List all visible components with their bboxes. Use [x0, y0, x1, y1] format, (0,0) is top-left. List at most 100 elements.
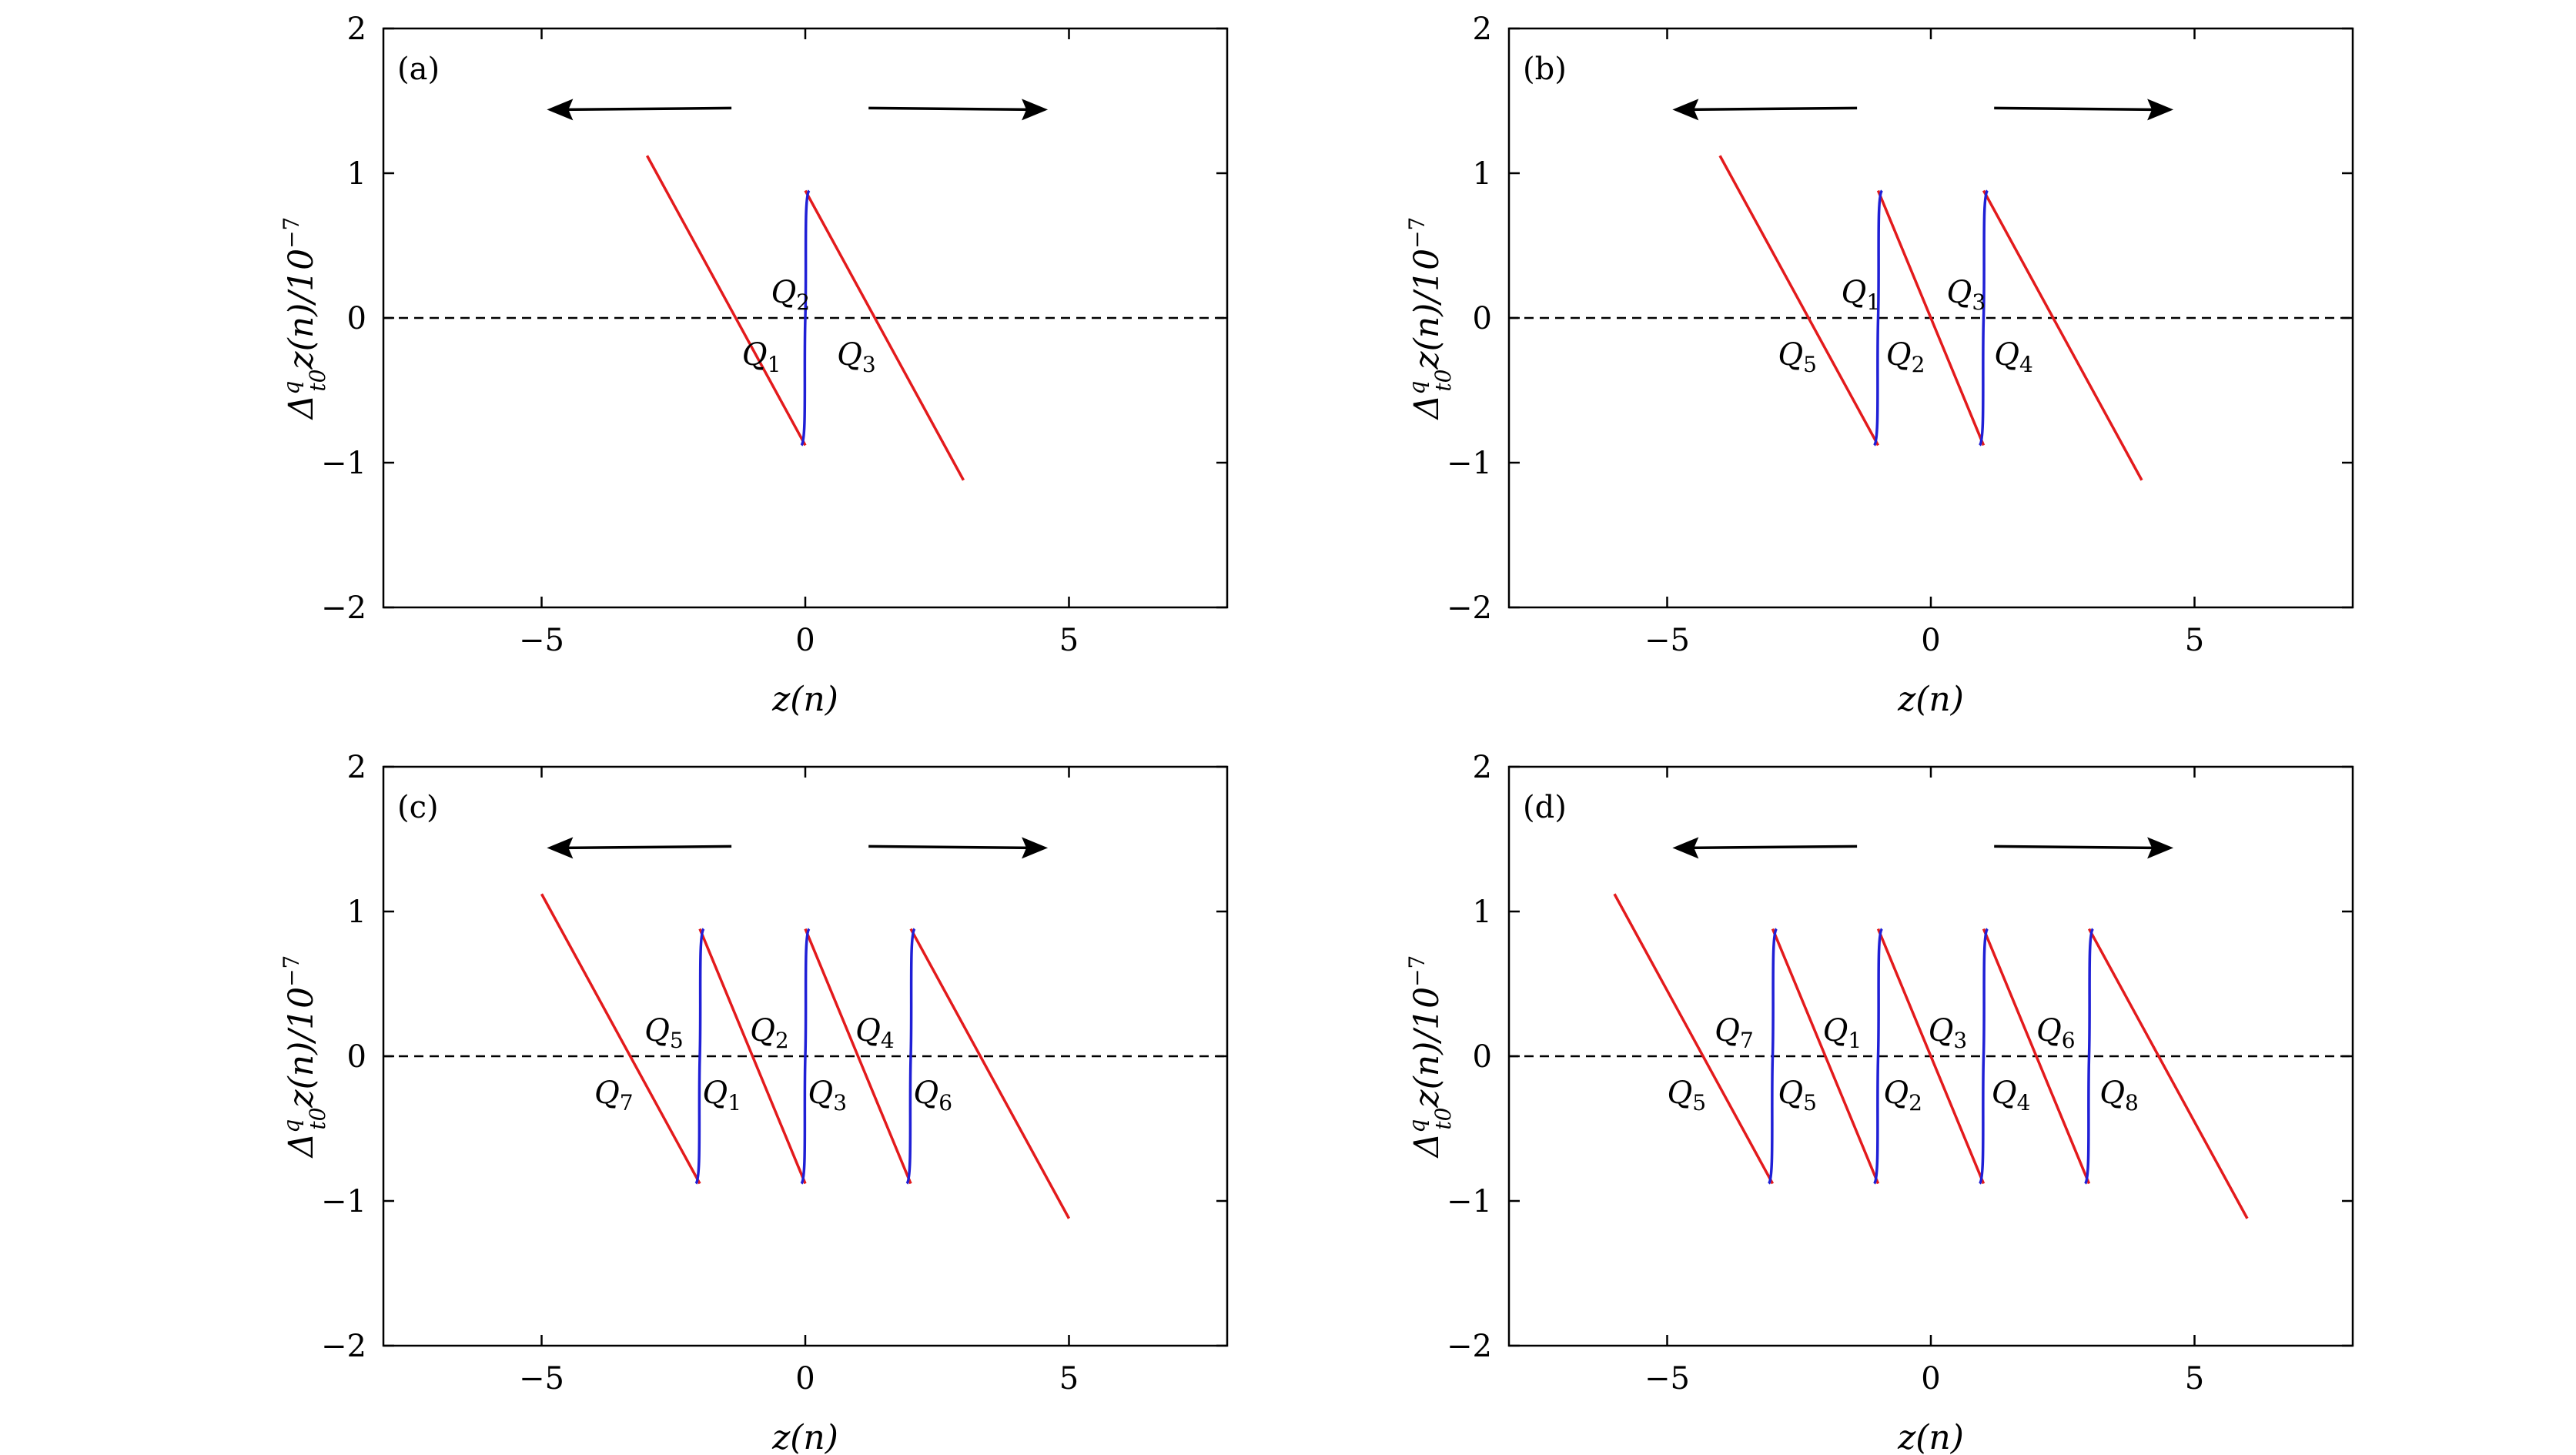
panel-a-blue-jump: [800, 189, 811, 447]
panel-d: −5 0 5210−1−2(d)z(n)Δqt0z(n)/10−7Q1Q2Q3Q4Q…: [1404, 750, 2354, 1455]
panel-b-xlabel: z(n): [1897, 680, 1964, 719]
panel-d-blue-jump: [2083, 928, 2095, 1185]
panel-d-red-segment: [2087, 928, 2249, 1219]
panel-a-xlabel: z(n): [771, 680, 838, 719]
panel-a-ytick-label: −1: [321, 446, 366, 481]
panel-c-blue-jump: [905, 928, 916, 1185]
panel-a-q-label: Q1: [742, 337, 781, 377]
panel-b-xtick-label: 5: [2185, 623, 2204, 658]
panel-c-red-segment: [540, 893, 701, 1185]
panel-d-arrows: [1672, 837, 2174, 859]
panel-a-xtick-label: 0: [795, 623, 815, 658]
panel-c-q-label: Q5: [644, 1013, 684, 1053]
panel-c-arrow-left-head: [547, 837, 574, 859]
panel-b-arrow-right-shaft: [1994, 106, 2159, 112]
panel-d-ylabel: Δqt0z(n)/10−7: [1404, 955, 1456, 1159]
panel-d-q-label: Q1: [1823, 1013, 1862, 1053]
panel-a-curves: [645, 155, 965, 481]
panel-d-red-segment: [1613, 893, 1775, 1185]
panel-c-q-label: Q4: [855, 1013, 895, 1053]
panel-d-blue-jump: [1767, 928, 1778, 1185]
panel-b-curves: [1718, 155, 2143, 481]
panel-a-red-segment: [804, 189, 965, 481]
panel-b-arrow-left-head: [1672, 99, 1699, 121]
panel-d-red-segment: [1771, 928, 1880, 1185]
panel-c-red-segment: [909, 928, 1071, 1219]
panel-d-ytick-label: 1: [1473, 895, 1492, 930]
panel-d-arrow-right-shaft: [1994, 845, 2159, 850]
panel-c-ylabel: Δqt0z(n)/10−7: [279, 955, 330, 1159]
panel-c-xtick-label: 0: [795, 1361, 815, 1396]
panel-d-q-label: Q6: [2036, 1013, 2076, 1053]
panel-d-q-label: Q4: [1992, 1075, 2031, 1116]
panel-c-ytick-label: 0: [347, 1039, 366, 1075]
panel-d-q-label: Q7: [1715, 1013, 1754, 1053]
panel-c-tag: (c): [397, 790, 439, 825]
panel-b-ytick-label: 0: [1473, 301, 1492, 336]
panel-a-red-segment: [645, 155, 807, 447]
panel-c-xtick-label: 5: [1059, 1361, 1079, 1396]
panel-d-q-label: Q8: [2099, 1075, 2139, 1116]
panel-d-blue-jump: [1872, 928, 1884, 1185]
panel-c-arrow-right-shaft: [868, 845, 1033, 850]
panel-a-arrow-left-shaft: [562, 106, 732, 112]
panel-c-curves: [540, 893, 1071, 1219]
panel-c-ytick-label: −1: [321, 1184, 366, 1219]
panel-d-red-segment: [1876, 928, 1986, 1185]
panel-a: −5 0 5 2 1 0 −1 −2 (a) z(n) Δqt0z(n)/10−7 Q1 Q2 Q3: [279, 12, 1229, 719]
panel-c-blue-jump: [800, 928, 811, 1185]
panel-b-red-segment: [1982, 189, 2143, 481]
panel-d-xtick-label: 5: [2185, 1361, 2204, 1396]
panel-b-red-segment: [1876, 189, 1986, 447]
panel-b-arrow-right-head: [2147, 99, 2174, 121]
panel-b-arrow-left-shaft: [1688, 106, 1858, 112]
panel-c-q-label: Q1: [702, 1075, 741, 1116]
panel-c-xtick-label: −5: [519, 1361, 564, 1396]
panel-b-q-label: Q2: [1886, 337, 1925, 377]
panel-d-xtick-label: −5: [1644, 1361, 1690, 1396]
panel-d-q-label: Q5: [1668, 1075, 1707, 1116]
panel-d-arrow-right-head: [2147, 837, 2174, 859]
panel-a-arrow-right-head: [1022, 99, 1049, 121]
panel-b-ytick-label: 1: [1473, 156, 1492, 192]
panel-b-tag: (b): [1523, 52, 1567, 87]
panel-b-ytick-label: −2: [1447, 590, 1492, 626]
panel-d-tag: (d): [1523, 790, 1567, 825]
panel-d-curves: [1613, 893, 2249, 1219]
panel-d-arrow-left-head: [1672, 837, 1699, 859]
panel-b-blue-jump: [1872, 189, 1884, 447]
panel-a-ytick-label: 2: [347, 12, 366, 47]
panel-a-q-label: Q2: [771, 275, 810, 315]
panel-d-red-segment: [1982, 928, 2091, 1185]
panel-c-ytick-label: 2: [347, 750, 366, 785]
panel-a-arrow-right-shaft: [868, 106, 1033, 112]
panel-b-q-label: Q3: [1947, 275, 1986, 315]
panel-a-arrows: [547, 99, 1049, 121]
panel-c-q-label: Q7: [594, 1075, 634, 1116]
panel-a-xtick-label: −5: [519, 623, 564, 658]
panel-a-q-label: Q3: [837, 337, 876, 377]
panel-c-q-label: Q2: [750, 1013, 789, 1053]
panel-b-ylabel: Δqt0z(n)/10−7: [1404, 217, 1456, 421]
panel-b-q-label: Q1: [1842, 275, 1881, 315]
panel-c-xlabel: z(n): [771, 1418, 838, 1455]
panel-b-ytick-label: 2: [1473, 12, 1492, 47]
panel-a-tag: (a): [397, 52, 440, 87]
panel-c-arrows: [547, 837, 1049, 859]
panel-c-blue-jump: [694, 928, 705, 1185]
panel-b-q-label: Q4: [1994, 337, 2033, 377]
panel-b-red-segment: [1718, 155, 1880, 447]
panel-c-red-segment: [698, 928, 807, 1185]
panel-a-xtick-label: 5: [1059, 623, 1079, 658]
panel-d-ytick-label: −2: [1447, 1329, 1492, 1364]
panel-d-blue-jump: [1978, 928, 1989, 1185]
panel-c-q-label: Q3: [808, 1075, 847, 1116]
panel-d-ytick-label: −1: [1447, 1184, 1492, 1219]
panel-b-blue-jump: [1978, 189, 1989, 447]
panel-d-xlabel: z(n): [1897, 1418, 1964, 1455]
panel-b-xtick-label: 0: [1921, 623, 1940, 658]
panel-c-red-segment: [804, 928, 912, 1185]
